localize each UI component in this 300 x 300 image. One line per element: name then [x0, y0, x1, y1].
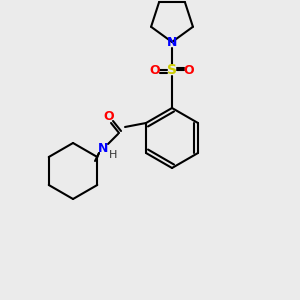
Text: O: O [150, 64, 160, 76]
Text: N: N [167, 35, 177, 49]
Text: O: O [184, 64, 194, 76]
Text: S: S [167, 63, 177, 77]
Text: N: N [98, 142, 108, 155]
Text: H: H [109, 150, 117, 160]
Text: O: O [104, 110, 114, 124]
